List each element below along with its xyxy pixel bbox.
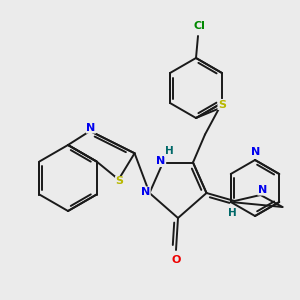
Text: H: H <box>228 208 237 218</box>
Text: N: N <box>141 187 150 197</box>
Text: N: N <box>251 147 261 157</box>
Text: O: O <box>171 255 181 265</box>
Text: N: N <box>258 185 267 195</box>
Text: H: H <box>165 146 173 157</box>
Text: S: S <box>116 176 124 187</box>
Text: Cl: Cl <box>193 21 205 31</box>
Text: N: N <box>156 157 166 166</box>
Text: S: S <box>218 100 226 110</box>
Text: N: N <box>86 123 96 133</box>
